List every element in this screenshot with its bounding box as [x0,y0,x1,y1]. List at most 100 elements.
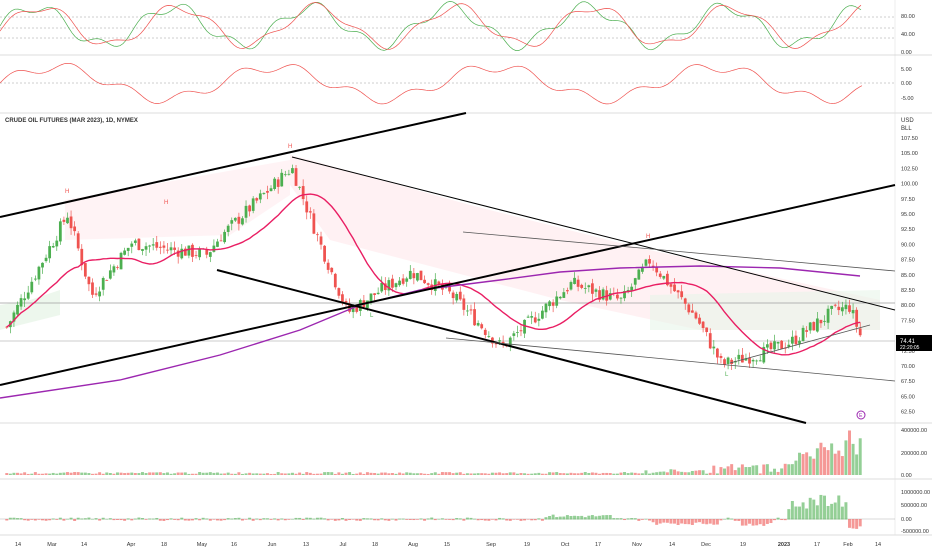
candle-body [858,328,862,336]
oi-bar [76,517,80,520]
volume-bar [251,473,255,475]
osc-tick: 5.00 [901,67,912,73]
oi-bar [587,515,591,520]
candle-body [723,359,726,365]
candle-body [91,282,94,295]
candle-body [669,284,673,287]
stoch-k-line [0,1,862,51]
volume-bar [780,468,784,475]
oi-bar [58,517,62,520]
volume-bar [198,472,202,475]
oi-bar [30,519,34,520]
volume-bar [837,450,841,475]
volume-bar [112,473,116,475]
volume-bar [698,470,702,475]
candle-body [294,168,298,186]
candle-body [219,240,223,242]
volume-bar [815,448,819,475]
volume-bar [80,472,84,475]
oi-bar [137,517,141,520]
price-tick: 92.50 [901,227,915,233]
volume-bar [415,473,419,475]
oi-bar [165,519,169,521]
candle-body [251,198,255,211]
candle-body [805,330,809,332]
candle-body [373,293,376,296]
price-tick: 87.50 [901,258,915,264]
time-tick: 18 [161,542,167,548]
candle-body [526,316,530,318]
oi-bar [751,519,755,526]
oi-bar [308,517,312,520]
volume-bar [658,471,662,475]
volume-bar [555,472,559,475]
earnings-marker-icon[interactable] [856,410,866,420]
oi-bar [219,519,223,521]
time-axis: 14 Mar 14 Apr 18 May 16 Jun 13 Jul 18 Aug 15 Sep 19 Oct… [15,542,881,548]
oi-bar [183,519,187,521]
volume-bar [640,473,644,475]
volume-bar [598,473,602,475]
volume-bar [548,472,552,475]
oi-tick: 1000000.00 [901,490,930,496]
oi-bar [683,519,687,525]
oi-bar [290,518,294,520]
volume-bar [5,473,9,475]
volume-bar [830,443,834,475]
oi-bar [812,499,816,520]
candle-body [769,342,773,350]
oi-bar [44,519,48,521]
volume-bar [826,450,830,475]
time-tick: 14 [669,542,675,548]
volume-bar [408,472,412,475]
oi-bar [840,506,844,520]
oi-bar [437,518,441,520]
oi-bar [305,517,309,520]
candle-body [598,290,601,300]
oi-bar [62,519,66,521]
volume-bar [165,472,169,475]
candle-body [416,273,419,281]
oi-bar [562,516,566,520]
oi-bar [790,500,794,520]
oi-bar [23,519,27,521]
channel-fill [290,155,880,330]
last-price-tag [896,335,932,351]
candle-body [344,301,348,303]
volume-bar [55,473,59,475]
oi-bar [419,518,423,520]
oi-bar [373,519,377,521]
candle-body [855,309,859,327]
candle-body [323,245,326,262]
volume-bar [344,472,348,475]
oi-bar [98,519,102,521]
candle-body [419,270,423,281]
oi-bar [205,518,209,520]
volume-bar [723,468,727,475]
volume-bar [333,473,337,475]
price-tick: 82.50 [901,288,915,294]
volume-bar [369,472,373,475]
price-tick: 105.00 [901,151,918,157]
volume-bar [858,438,862,475]
oi-bar [55,519,59,520]
volume-bar [240,473,244,475]
candle-body [58,221,62,242]
candle-body [351,307,355,313]
rising-support-line [729,324,871,364]
volume-bar [340,473,344,475]
oi-bar [369,518,373,520]
oi-bar [651,519,655,523]
volume-bar [23,472,27,475]
oi-bar [505,519,509,521]
candle-body [712,346,716,349]
candle-body [87,276,91,285]
candle-body [833,304,837,306]
oi-bar [12,517,16,520]
candle-body [687,304,691,313]
time-tick: Jul [339,542,346,548]
volume-bar [505,473,509,475]
oi-bar [612,518,616,520]
oi-bar [94,518,98,520]
oi-bar [555,517,559,520]
